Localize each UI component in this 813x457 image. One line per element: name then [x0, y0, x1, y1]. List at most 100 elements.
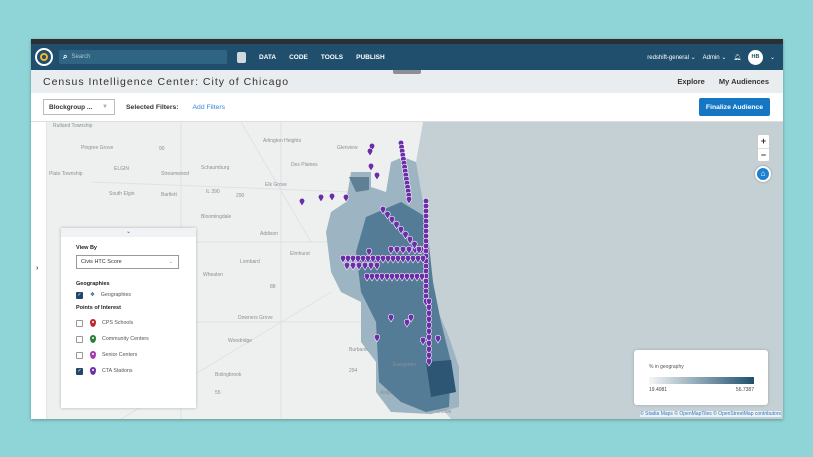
- map-attribution[interactable]: © Stadia Maps © OpenMapTiles © OpenStree…: [640, 411, 781, 417]
- cta-station-pin[interactable]: [387, 313, 395, 323]
- cta-station-pin[interactable]: [373, 171, 381, 181]
- cta-station-pin[interactable]: [422, 197, 430, 207]
- cta-station-pin[interactable]: [373, 333, 381, 343]
- checkbox[interactable]: [76, 351, 83, 359]
- poi-community-centers[interactable]: Community Centers: [76, 331, 196, 347]
- cta-station-pin[interactable]: [425, 351, 433, 361]
- cta-station-pin[interactable]: [419, 254, 427, 264]
- chevron-down-icon[interactable]: ⌄: [769, 54, 775, 61]
- cta-station-pin[interactable]: [368, 142, 376, 152]
- add-filters-link[interactable]: Add Filters: [192, 103, 225, 111]
- poi-cps-schools[interactable]: CPS Schools: [76, 315, 196, 331]
- cta-station-pin[interactable]: [405, 245, 413, 255]
- map[interactable]: Rutland Township Pingree Grove ELGIN Plato …: [31, 122, 783, 419]
- cta-station-pin[interactable]: [387, 245, 395, 255]
- cta-station-pin[interactable]: [328, 192, 336, 202]
- search-input[interactable]: ⌕ Search: [59, 50, 227, 64]
- poi-senior-centers[interactable]: Senior Centers: [76, 347, 196, 363]
- cta-station-pin[interactable]: [425, 327, 433, 337]
- cta-station-pin[interactable]: [434, 334, 442, 344]
- cta-station-pin[interactable]: [422, 217, 430, 227]
- cta-station-pin[interactable]: [425, 303, 433, 313]
- cta-station-pin[interactable]: [406, 235, 414, 245]
- cta-station-pin[interactable]: [422, 222, 430, 232]
- tab-my-audiences[interactable]: My Audiences: [718, 77, 769, 86]
- nav-data[interactable]: DATA: [259, 53, 277, 61]
- cta-station-pin[interactable]: [411, 240, 418, 250]
- cta-station-pin[interactable]: [366, 147, 374, 157]
- cta-station-pin[interactable]: [425, 309, 433, 319]
- nav-publish[interactable]: PUBLISH: [356, 53, 385, 61]
- cta-station-pin[interactable]: [399, 245, 407, 255]
- checkbox[interactable]: [76, 319, 83, 327]
- cta-station-pin[interactable]: [418, 272, 426, 282]
- cta-station-pin[interactable]: [422, 232, 430, 242]
- checkbox-checked[interactable]: ✓: [76, 291, 83, 299]
- cta-station-pin[interactable]: [422, 267, 430, 277]
- collapse-panel-button[interactable]: ⌄: [61, 228, 196, 237]
- cta-station-pin[interactable]: [422, 262, 430, 272]
- cta-station-pin[interactable]: [425, 345, 433, 355]
- cta-station-pin[interactable]: [405, 195, 413, 205]
- cta-station-pin[interactable]: [402, 230, 409, 240]
- nav-code[interactable]: CODE: [289, 53, 308, 61]
- cta-station-pin[interactable]: [367, 162, 375, 172]
- nav-tools[interactable]: TOOLS: [320, 53, 344, 61]
- cta-station-pin[interactable]: [317, 193, 325, 203]
- zoom-out-button[interactable]: −: [760, 150, 767, 160]
- cta-station-pin[interactable]: [422, 287, 430, 297]
- geographies-toggle[interactable]: ✓ ❖ Geographies: [76, 287, 196, 303]
- cta-station-pin[interactable]: [342, 193, 350, 203]
- tab-explore[interactable]: Explore: [677, 77, 705, 86]
- cta-station-pin[interactable]: [367, 261, 375, 271]
- cta-station-pin[interactable]: [425, 339, 433, 349]
- cta-station-pin[interactable]: [365, 247, 373, 257]
- role-dropdown[interactable]: Admin ⌄: [702, 54, 727, 61]
- home-button[interactable]: ⌂: [755, 166, 771, 182]
- cta-station-pin[interactable]: [419, 336, 427, 346]
- cta-station-pin[interactable]: [422, 282, 430, 292]
- cta-station-pin[interactable]: [422, 237, 430, 247]
- cta-station-pin[interactable]: [355, 261, 363, 271]
- cta-station-pin[interactable]: [393, 220, 400, 230]
- cta-station-pin[interactable]: [422, 227, 430, 237]
- cta-station-pin[interactable]: [388, 215, 396, 225]
- cta-station-pin[interactable]: [422, 207, 430, 217]
- zoom-in-button[interactable]: +: [758, 135, 769, 149]
- cta-station-pin[interactable]: [349, 261, 357, 271]
- cta-station-pin[interactable]: [343, 261, 351, 271]
- cta-station-pin[interactable]: [422, 247, 430, 257]
- cta-station-pin[interactable]: [397, 225, 405, 235]
- cta-station-pin[interactable]: [415, 245, 423, 255]
- cta-station-pin[interactable]: [425, 357, 433, 367]
- cta-station-pin[interactable]: [422, 292, 430, 302]
- geography-select[interactable]: Blockgroup ... ▼: [43, 99, 115, 115]
- cta-station-pin[interactable]: [425, 297, 433, 307]
- workspace-dropdown[interactable]: redshift-general ⌄: [647, 54, 696, 61]
- cta-station-pin[interactable]: [422, 202, 430, 212]
- checkbox-checked[interactable]: ✓: [76, 367, 83, 375]
- cta-station-pin[interactable]: [407, 313, 415, 323]
- cta-station-pin[interactable]: [393, 245, 401, 255]
- expand-sidebar-button[interactable]: ›: [31, 122, 47, 419]
- cta-station-pin[interactable]: [403, 318, 411, 328]
- cta-station-pin[interactable]: [361, 261, 369, 271]
- cta-station-pin[interactable]: [298, 197, 306, 207]
- avatar[interactable]: HB: [747, 49, 763, 65]
- cta-station-pin[interactable]: [422, 212, 430, 222]
- cta-station-pin[interactable]: [379, 205, 387, 215]
- cta-station-pin[interactable]: [422, 277, 430, 287]
- checkbox[interactable]: [76, 335, 83, 343]
- bell-icon[interactable]: 🔔︎: [733, 54, 741, 61]
- view-by-select[interactable]: Civis HTC Score ⌄: [76, 255, 179, 269]
- cta-station-pin[interactable]: [373, 261, 381, 271]
- logo-icon[interactable]: [35, 48, 53, 66]
- drawer-handle[interactable]: [393, 70, 421, 74]
- cta-station-pin[interactable]: [384, 210, 391, 220]
- cta-station-pin[interactable]: [425, 321, 433, 331]
- poi-cta-stations[interactable]: ✓ CTA Stations: [76, 363, 196, 379]
- finalize-audience-button[interactable]: Finalize Audience: [699, 98, 770, 116]
- cta-station-pin[interactable]: [425, 333, 433, 343]
- cta-station-pin[interactable]: [425, 315, 433, 325]
- database-icon[interactable]: [237, 51, 246, 63]
